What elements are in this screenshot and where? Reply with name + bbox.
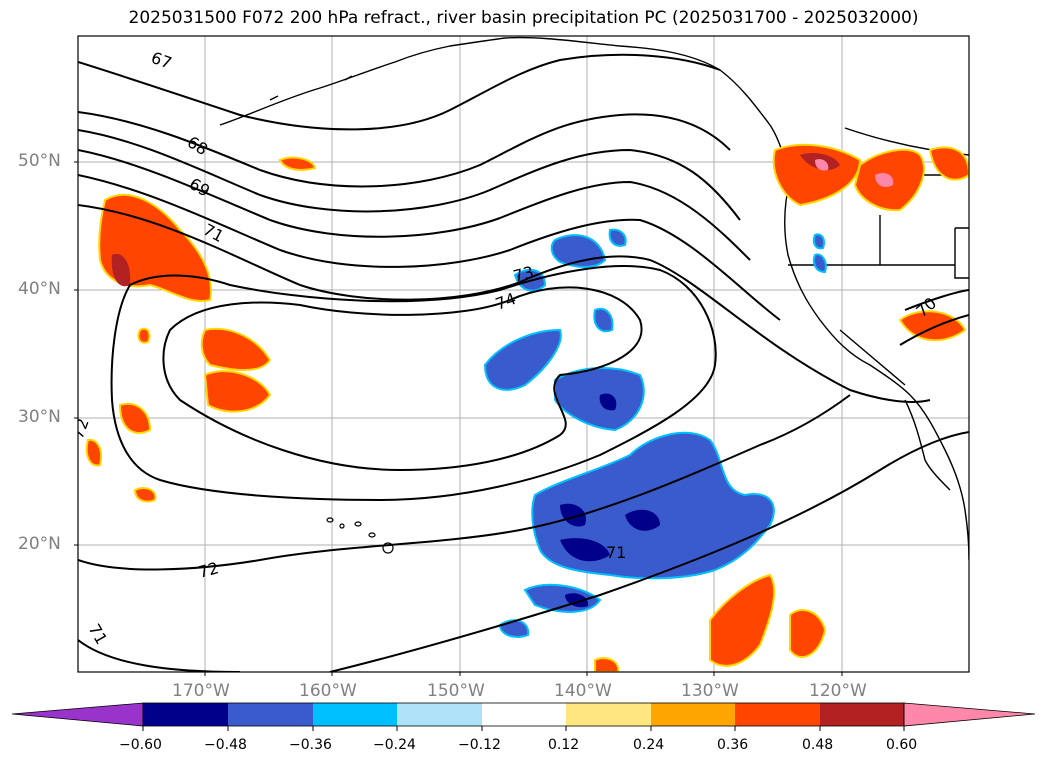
- map-frame: [77, 35, 970, 673]
- colorbar-tick-label: 0.24: [633, 737, 665, 753]
- lat-label: 40°N: [18, 279, 61, 299]
- lon-label: 120°W: [809, 681, 867, 701]
- lat-label: 50°N: [18, 151, 61, 171]
- colorbar-extend-high: [903, 702, 1036, 727]
- contour-label: 67: [149, 48, 175, 73]
- colorbar-tick-label: −0.24: [373, 737, 416, 753]
- hawaii-islands: [326, 517, 394, 554]
- colorbar-swatch: [228, 703, 313, 726]
- contour-label: 74: [493, 289, 519, 314]
- colorbar-tick-label: 0.36: [717, 737, 749, 753]
- colorbar-swatch: [566, 703, 651, 726]
- colorbar-tick-label: 0.48: [802, 737, 834, 753]
- precip-negative: [483, 228, 827, 638]
- lat-label: 30°N: [18, 407, 61, 427]
- colorbar-tick-label: −0.12: [458, 737, 501, 753]
- lon-label: 160°W: [299, 681, 357, 701]
- colorbar-tick-label: −0.36: [289, 737, 332, 753]
- map-title: 2025031500 F072 200 hPa refract., river …: [128, 8, 919, 28]
- colorbar: [11, 702, 1036, 731]
- colorbar-swatch: [651, 703, 735, 726]
- lon-label: 130°W: [681, 681, 739, 701]
- colorbar-tick-label: −0.48: [204, 737, 247, 753]
- colorbar-tick-label: 0.12: [548, 737, 580, 753]
- colorbar-swatch: [143, 703, 228, 726]
- colorbar-swatch: [397, 703, 482, 726]
- contour-label: 71: [85, 621, 112, 648]
- colorbar-swatch: [482, 703, 566, 726]
- contour-label: 69: [186, 174, 213, 201]
- lon-label: 140°W: [554, 681, 612, 701]
- colorbar-swatch: [820, 703, 904, 726]
- contour-label: 73: [511, 262, 536, 286]
- contour-label: 71: [606, 543, 626, 562]
- colorbar-swatch: [313, 703, 397, 726]
- contour-label: 72: [196, 558, 221, 582]
- lon-label: 150°W: [427, 681, 485, 701]
- axis-ticks: [74, 161, 843, 676]
- lat-label: 20°N: [18, 534, 61, 554]
- lon-label: 170°W: [172, 681, 230, 701]
- precip-positive: [85, 143, 969, 672]
- colorbar-extend-low: [11, 702, 144, 727]
- colorbar-tick-label: 0.60: [886, 737, 918, 753]
- contour-label: 68: [184, 132, 211, 159]
- contour-label: 72: [68, 416, 93, 442]
- colorbar-swatch: [735, 703, 820, 726]
- colorbar-tick-label: −0.60: [119, 737, 162, 753]
